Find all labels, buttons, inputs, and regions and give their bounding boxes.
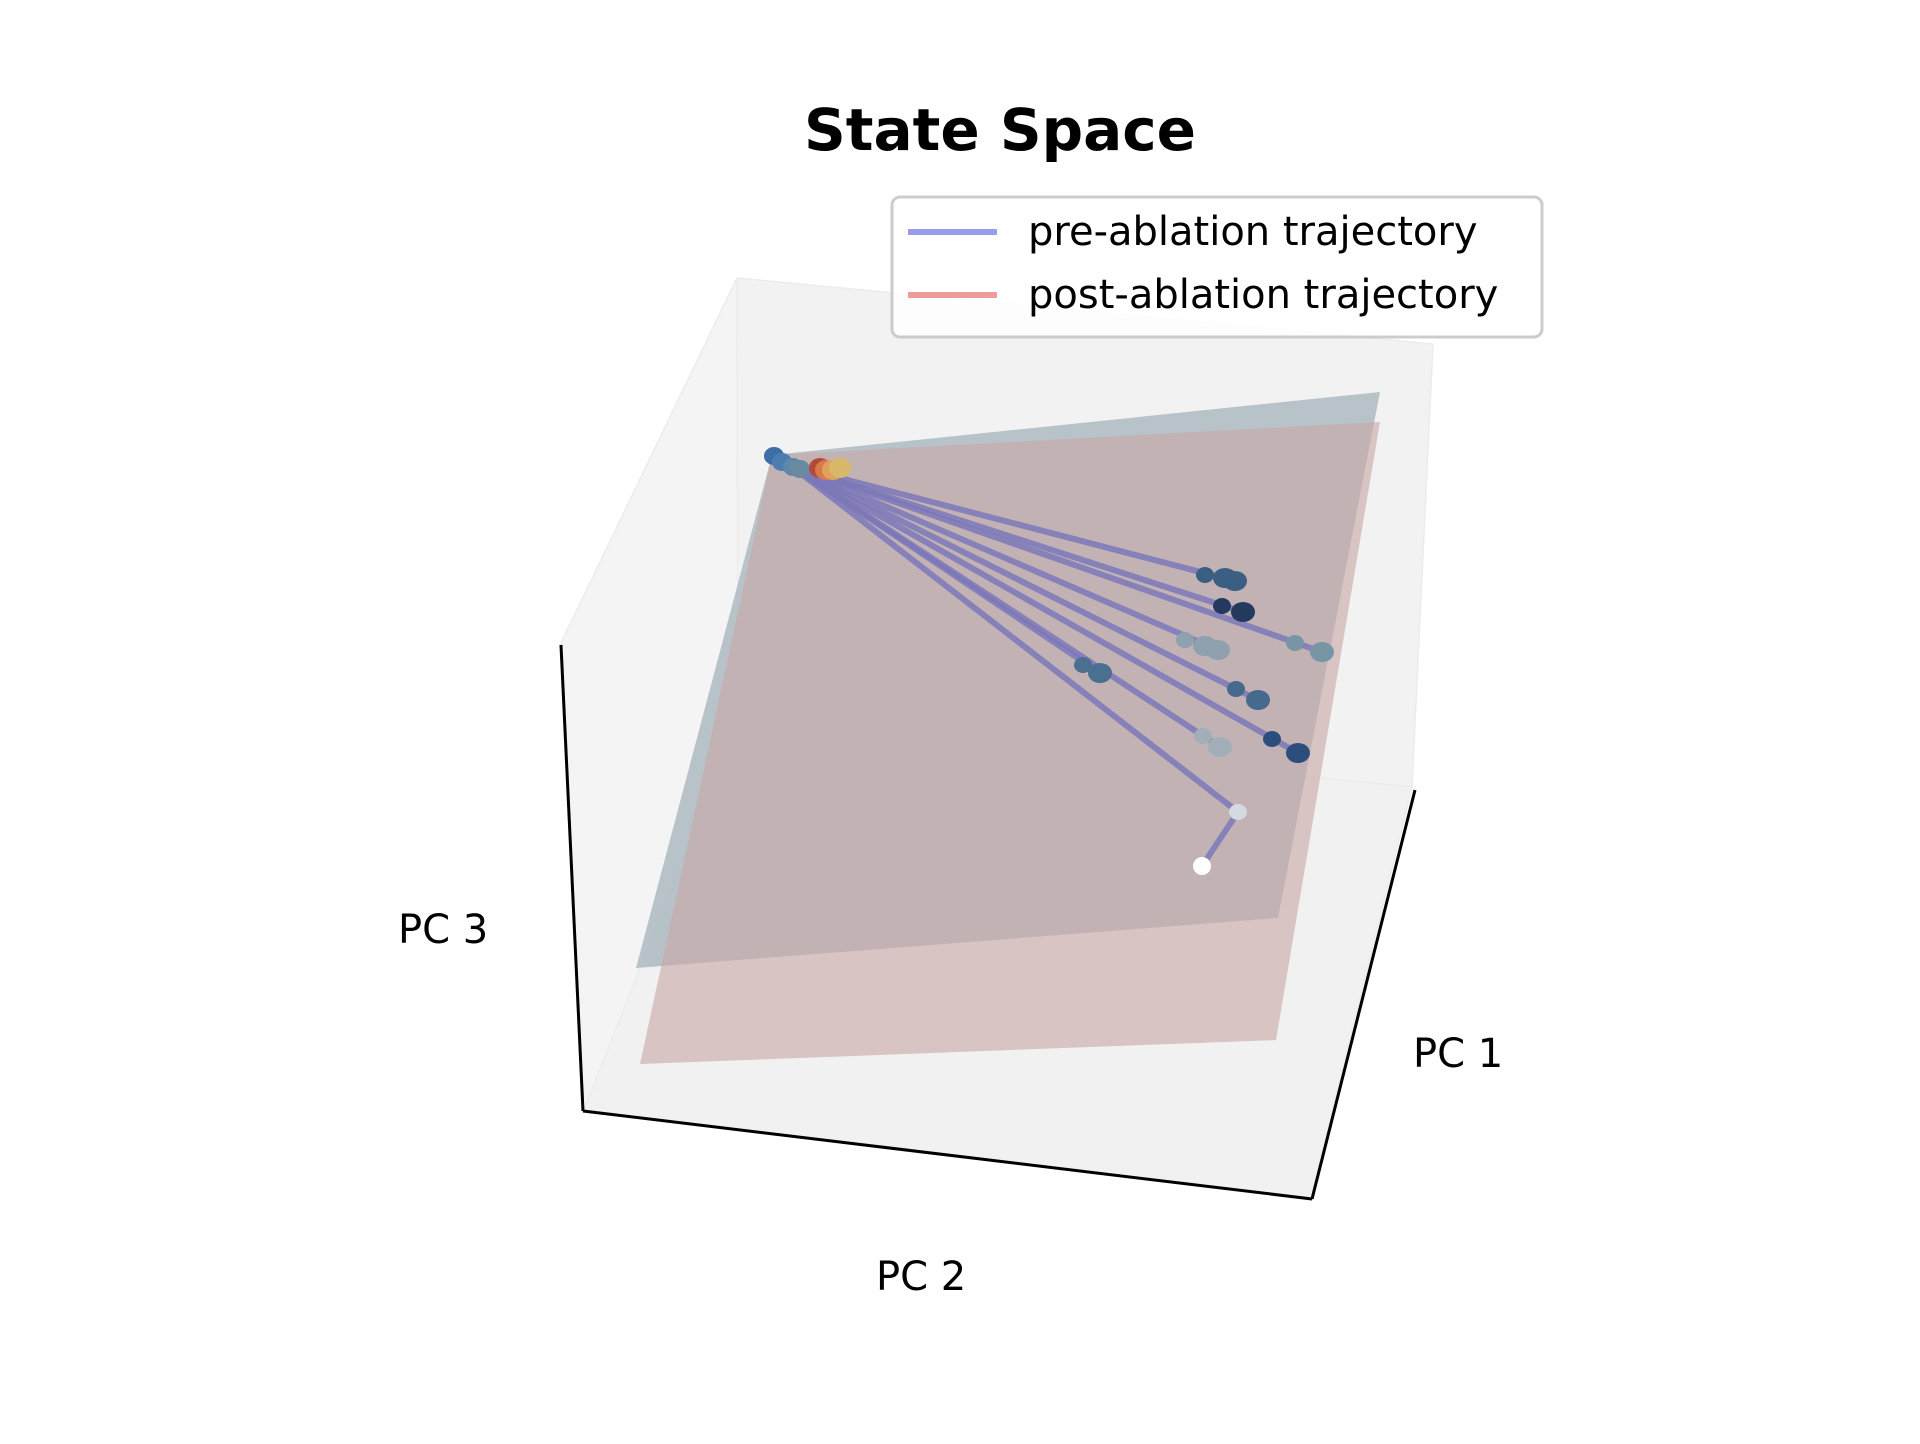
trajectory-point (1206, 640, 1230, 660)
trajectory-point (1227, 681, 1245, 697)
legend-box (890, 195, 1544, 339)
trajectory-point (829, 458, 851, 478)
trajectory-line (787, 462, 1223, 750)
trajectory-point (790, 460, 810, 478)
trajectory-lines (787, 462, 1325, 869)
x-axis-line (1310, 789, 1417, 1200)
trajectory-point (1213, 598, 1231, 614)
z-axis-line (559, 644, 585, 1112)
trajectory-line (787, 462, 1241, 815)
trajectory-line (787, 462, 1221, 653)
trajectory-point (1208, 737, 1232, 757)
trajectory-line (787, 462, 1325, 655)
trajectory-point (1229, 804, 1247, 820)
post-ablation-plane (640, 422, 1380, 1064)
trajectory-point (1223, 571, 1247, 591)
trajectory-line (1199, 809, 1241, 869)
trajectory-point (1310, 642, 1334, 662)
trajectory-line (787, 462, 1238, 584)
trajectory-point (1088, 663, 1112, 683)
pc3-axis-label: PC 3 (398, 907, 488, 953)
trajectory-line (787, 462, 1301, 756)
fitted-planes (636, 392, 1380, 1064)
trajectory-point (1286, 743, 1310, 763)
chart-title: State Space (804, 96, 1196, 164)
pc1-axis-label: PC 1 (1413, 1031, 1503, 1077)
trajectory-point (1231, 602, 1255, 622)
trajectory-point (1074, 657, 1092, 673)
trajectory-point (1286, 635, 1304, 651)
legend: pre-ablation trajectory post-ablation tr… (890, 195, 1544, 339)
trajectory-point (1246, 690, 1270, 710)
trajectory-point (1263, 731, 1281, 747)
legend-label-pre: pre-ablation trajectory (1028, 209, 1478, 255)
axis-lines (559, 644, 1417, 1201)
y-axis-line (582, 1109, 1313, 1201)
trajectory-points (764, 447, 1334, 875)
trajectory-line (787, 462, 1261, 703)
trajectory-point (1196, 567, 1214, 583)
pc2-axis-label: PC 2 (876, 1254, 966, 1300)
trajectory-point (1176, 632, 1194, 648)
trajectory-point (1194, 728, 1212, 744)
legend-label-post: post-ablation trajectory (1028, 272, 1498, 318)
trajectory-end-point (1193, 857, 1211, 875)
